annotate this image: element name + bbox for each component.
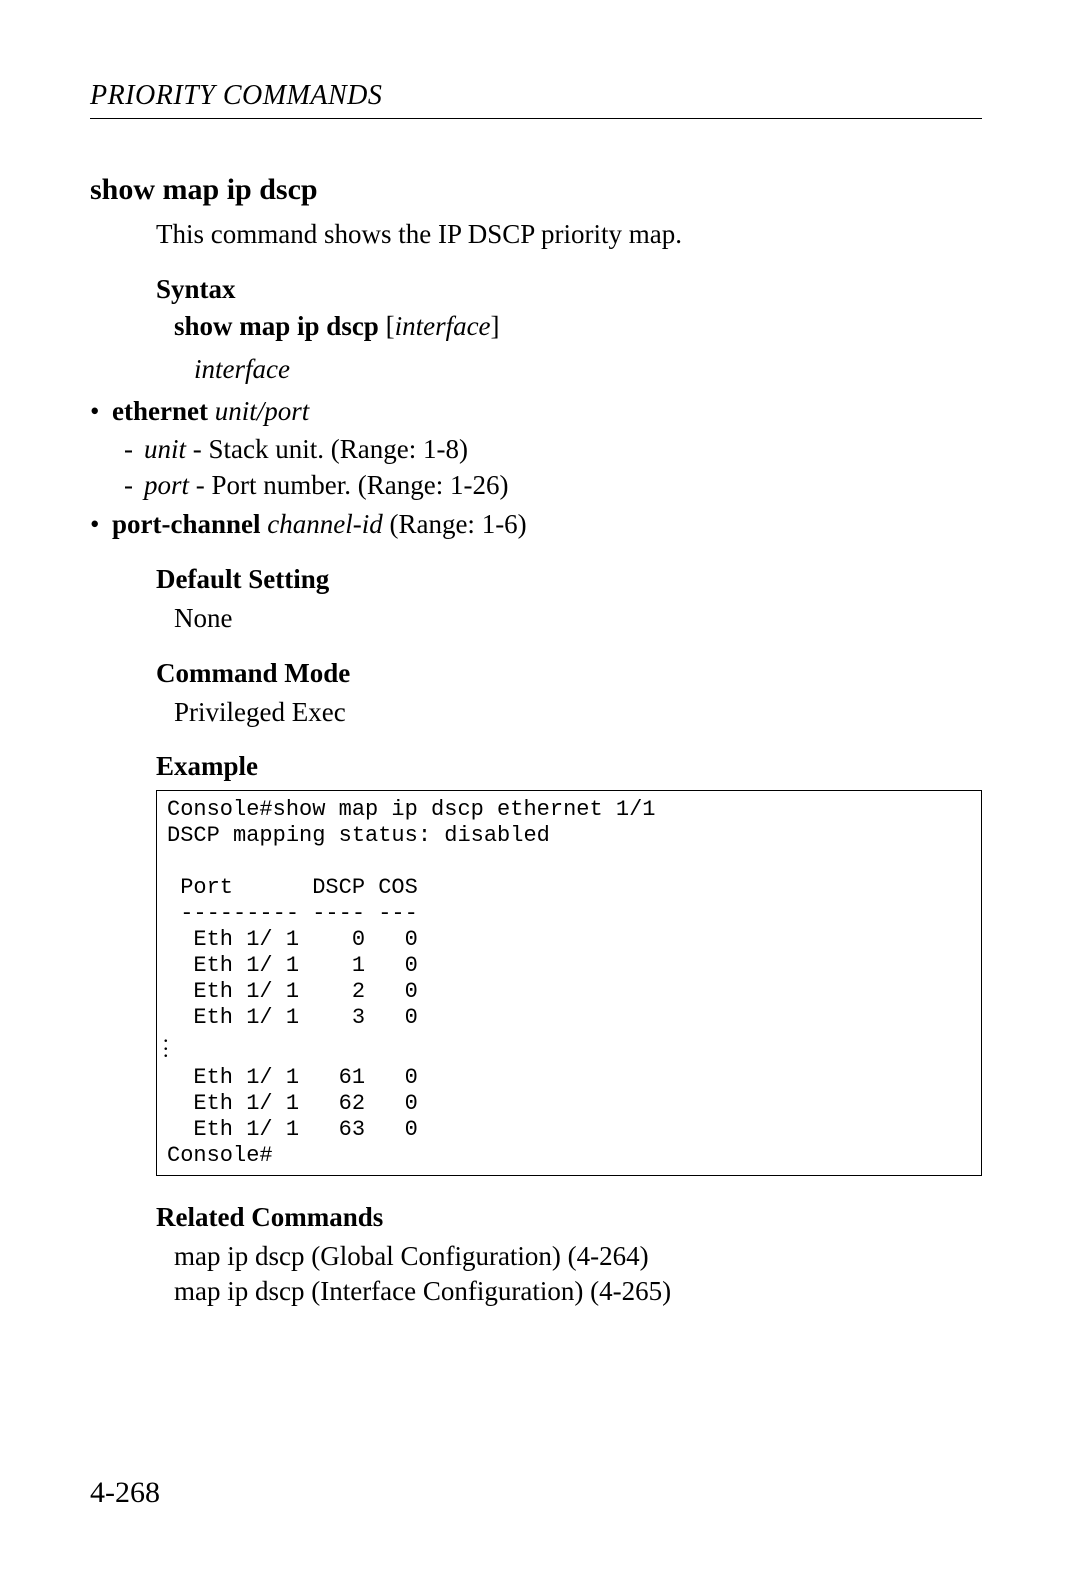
ethernet-keyword: ethernet [112, 396, 208, 426]
related-line1: map ip dscp (Global Configuration) (4-26… [174, 1239, 982, 1274]
port-channel-bullet: port-channel channel-id (Range: 1-6) [90, 506, 982, 542]
syntax-bracket-close: ] [491, 311, 500, 341]
port-channel-arg: channel-id [267, 509, 382, 539]
unit-desc: - Stack unit. (Range: 1-8) [186, 434, 468, 464]
default-setting-heading: Default Setting [156, 564, 982, 595]
ethernet-args: unit/port [215, 396, 310, 426]
syntax-heading: Syntax [156, 274, 982, 305]
ex-hdr: Port DSCP COS [167, 875, 418, 900]
ex-line1: Console#show map ip dscp ethernet 1/1 [167, 797, 655, 822]
syntax-command: show map ip dscp [174, 311, 379, 341]
ex-r3: Eth 1/ 1 3 0 [167, 1005, 418, 1030]
ex-r0: Eth 1/ 1 0 0 [167, 927, 418, 952]
command-mode-heading: Command Mode [156, 658, 982, 689]
syntax-arg: interface [395, 311, 491, 341]
example-heading: Example [156, 751, 982, 782]
interface-label: interface [194, 354, 982, 385]
syntax-bracket-open: [ [386, 311, 395, 341]
port-channel-keyword: port-channel [112, 509, 261, 539]
running-head-text: PRIORITY COMMANDS [90, 80, 382, 111]
header-rule [90, 118, 982, 119]
ex-r1: Eth 1/ 1 1 0 [167, 953, 418, 978]
running-head: PRIORITY COMMANDS [90, 80, 982, 112]
ex-r63: Eth 1/ 1 63 0 [167, 1117, 418, 1142]
unit-item: unit - Stack unit. (Range: 1-8) [124, 431, 982, 467]
port-channel-range: (Range: 1-6) [383, 509, 527, 539]
page-number: 4-268 [90, 1476, 160, 1510]
ex-r61: Eth 1/ 1 61 0 [167, 1065, 418, 1090]
port-item: port - Port number. (Range: 1-26) [124, 467, 982, 503]
ex-r2: Eth 1/ 1 2 0 [167, 979, 418, 1004]
default-setting-value: None [174, 601, 982, 636]
command-title: show map ip dscp [90, 173, 982, 207]
ethernet-bullet: ethernet unit/port unit - Stack unit. (R… [90, 393, 982, 504]
page: PRIORITY COMMANDS show map ip dscp This … [0, 0, 1080, 1570]
related-line2: map ip dscp (Interface Configuration) (4… [174, 1274, 982, 1309]
port-desc: - Port number. (Range: 1-26) [189, 470, 508, 500]
example-box: Console#show map ip dscp ethernet 1/1 DS… [156, 790, 982, 1176]
syntax-bullet-list: ethernet unit/port unit - Stack unit. (R… [90, 393, 982, 543]
vertical-dots-icon: ... [163, 1031, 169, 1054]
intro-text: This command shows the IP DSCP priority … [156, 217, 982, 252]
unit-name: unit [144, 434, 186, 464]
port-name: port [144, 470, 189, 500]
command-mode-value: Privileged Exec [174, 695, 982, 730]
ex-r62: Eth 1/ 1 62 0 [167, 1091, 418, 1116]
related-heading: Related Commands [156, 1202, 982, 1233]
ex-prompt: Console# [167, 1143, 273, 1168]
ex-line2: DSCP mapping status: disabled [167, 823, 550, 848]
ex-sep: --------- ---- --- [167, 901, 418, 926]
syntax-line: show map ip dscp [interface] [174, 311, 982, 342]
ethernet-sub-list: unit - Stack unit. (Range: 1-8) port - P… [124, 431, 982, 504]
